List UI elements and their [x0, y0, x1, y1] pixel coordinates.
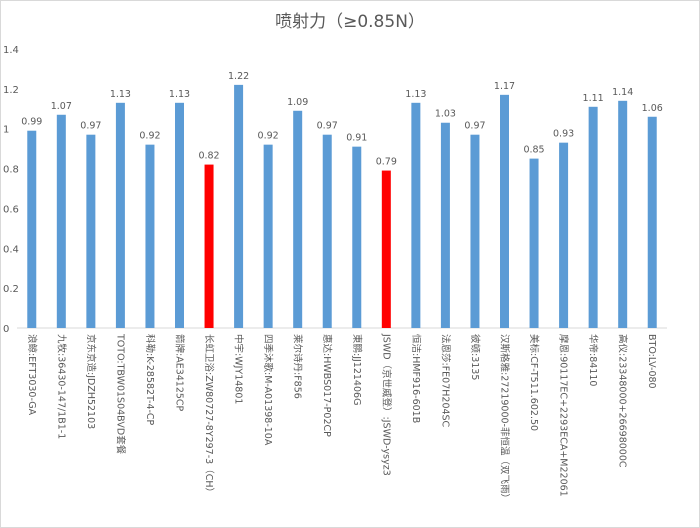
x-category-label: 恒洁:HMF916-601B: [410, 334, 422, 423]
data-label: 0.79: [376, 157, 397, 168]
x-category-label: 惠达:HWBS017-P02CP: [321, 334, 333, 437]
data-label: 1.06: [642, 103, 663, 114]
data-label: 1.14: [612, 87, 633, 98]
x-category-label: 東鹏:JJ121406G: [351, 334, 363, 405]
bar: [293, 110, 303, 329]
bar: [588, 106, 598, 329]
x-category-label: 美标:CF-T511.602.50: [528, 334, 540, 431]
x-category-label: 汉斯格雅:27219000-菲恒温（双飞雨）: [499, 334, 511, 503]
bar: [86, 134, 96, 328]
bar: [56, 114, 66, 328]
x-category-label: JSWD（京世威登）:JSWD-ysyz3: [380, 333, 392, 476]
data-label: 1.07: [51, 101, 72, 112]
data-label: 0.93: [553, 129, 574, 140]
bar: [352, 146, 362, 328]
data-label: 1.13: [169, 89, 190, 100]
x-category-label: TOTO:TBW01S04BVD套餐: [114, 333, 126, 455]
data-label: 0.97: [80, 121, 101, 132]
data-label: 0.99: [21, 117, 42, 128]
bar: [175, 102, 184, 328]
x-category-label: 九牧:36430-147/1B1-1: [55, 334, 67, 439]
x-category-label: 四季沐歌:M-A01398-10A: [262, 334, 274, 446]
data-label: 0.85: [523, 145, 544, 156]
x-category-label: 浪鲸:EFT3030-GA: [26, 334, 38, 416]
bar-highlighted: [204, 164, 214, 328]
x-category-label: 高仪:23348000+26698000C: [617, 334, 629, 468]
data-label: 0.91: [346, 133, 367, 144]
data-label: 1.03: [435, 109, 456, 120]
data-label: 0.82: [198, 151, 219, 162]
y-tick-label: 1.2: [3, 85, 19, 96]
bar-highlighted: [381, 170, 391, 328]
bar: [559, 142, 569, 328]
bar: [618, 100, 628, 328]
bar: [470, 134, 480, 328]
x-category-label: 彼顿:3135: [469, 334, 481, 380]
bar: [263, 144, 273, 328]
data-label: 1.22: [228, 71, 249, 82]
bar: [500, 94, 509, 328]
x-category-label: 箭牌:AE34125CP: [174, 334, 186, 412]
y-tick-label: 0.6: [3, 204, 19, 215]
bar: [529, 158, 539, 328]
y-tick-label: 1: [3, 125, 9, 136]
data-label: 1.09: [287, 97, 308, 108]
x-category-label: 摩恩:90117EC+2293ECA+M22061: [558, 334, 570, 497]
y-tick-label: 0.4: [3, 244, 19, 255]
data-label: 0.97: [464, 121, 485, 132]
data-label: 1.13: [110, 89, 131, 100]
data-label: 0.92: [139, 131, 160, 142]
bar: [411, 102, 421, 328]
bar: [440, 122, 450, 328]
x-category-label: 京东京造:JDZH52103: [85, 334, 97, 429]
bar: [27, 130, 37, 328]
x-category-label: 中宇:WJY14801: [233, 334, 245, 404]
x-category-label: BTO:LV-080: [646, 334, 657, 389]
bar: [145, 144, 155, 328]
y-tick-label: 1.4: [3, 45, 19, 56]
x-category-label: 莱尔诗丹:F856: [292, 334, 304, 399]
data-label: 0.97: [317, 121, 338, 132]
data-label: 1.17: [494, 81, 515, 92]
bar: [647, 116, 657, 328]
data-label: 1.13: [405, 89, 426, 100]
bar: [322, 134, 332, 328]
bar: [234, 84, 244, 328]
data-label: 0.92: [258, 131, 279, 142]
y-tick-label: 0: [3, 324, 9, 335]
y-tick-label: 0.8: [3, 165, 19, 176]
data-label: 1.11: [583, 93, 604, 104]
x-category-label: 科勒:K-28582T-4-CP: [144, 334, 156, 426]
x-category-label: 华帝:84110: [587, 334, 599, 386]
bar: [115, 102, 125, 328]
x-category-label: 长虹卫浴:ZW80727-8Y297-3（CH）: [203, 334, 215, 497]
x-category-label: 法恩莎:FE07H204SC: [439, 334, 451, 428]
y-tick-label: 0.2: [3, 284, 19, 295]
chart-title: 喷射力（≥0.85N）: [275, 12, 425, 32]
